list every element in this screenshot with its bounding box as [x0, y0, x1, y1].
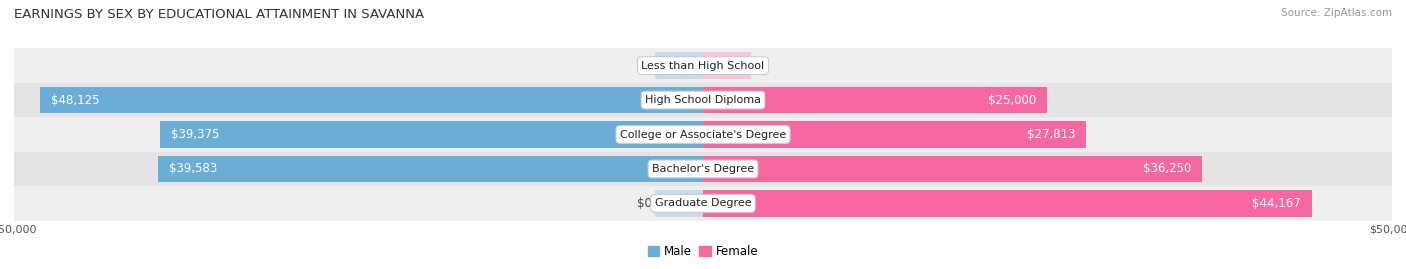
Text: $36,250: $36,250: [1143, 162, 1191, 175]
Bar: [14, 152, 1392, 186]
Text: $39,375: $39,375: [172, 128, 219, 141]
Bar: [703, 121, 1087, 148]
Text: Graduate Degree: Graduate Degree: [655, 198, 751, 208]
Bar: [39, 87, 703, 114]
Bar: [14, 83, 1392, 117]
Text: College or Associate's Degree: College or Associate's Degree: [620, 129, 786, 140]
Bar: [703, 52, 751, 79]
Bar: [703, 155, 1202, 182]
Bar: [14, 48, 1392, 83]
Bar: [14, 117, 1392, 152]
Text: $27,813: $27,813: [1026, 128, 1076, 141]
Bar: [655, 190, 703, 217]
Text: Source: ZipAtlas.com: Source: ZipAtlas.com: [1281, 8, 1392, 18]
Bar: [703, 87, 1047, 114]
Bar: [703, 190, 1312, 217]
Text: Bachelor's Degree: Bachelor's Degree: [652, 164, 754, 174]
Bar: [655, 52, 703, 79]
Text: High School Diploma: High School Diploma: [645, 95, 761, 105]
Text: $25,000: $25,000: [988, 94, 1036, 107]
Bar: [160, 121, 703, 148]
Text: $0: $0: [637, 197, 652, 210]
Text: $0: $0: [754, 59, 769, 72]
Text: EARNINGS BY SEX BY EDUCATIONAL ATTAINMENT IN SAVANNA: EARNINGS BY SEX BY EDUCATIONAL ATTAINMEN…: [14, 8, 425, 21]
Text: $39,583: $39,583: [169, 162, 217, 175]
Text: Less than High School: Less than High School: [641, 61, 765, 71]
Bar: [14, 186, 1392, 221]
Bar: [157, 155, 703, 182]
Text: $0: $0: [637, 59, 652, 72]
Text: $44,167: $44,167: [1251, 197, 1301, 210]
Legend: Male, Female: Male, Female: [643, 240, 763, 263]
Text: $48,125: $48,125: [51, 94, 100, 107]
